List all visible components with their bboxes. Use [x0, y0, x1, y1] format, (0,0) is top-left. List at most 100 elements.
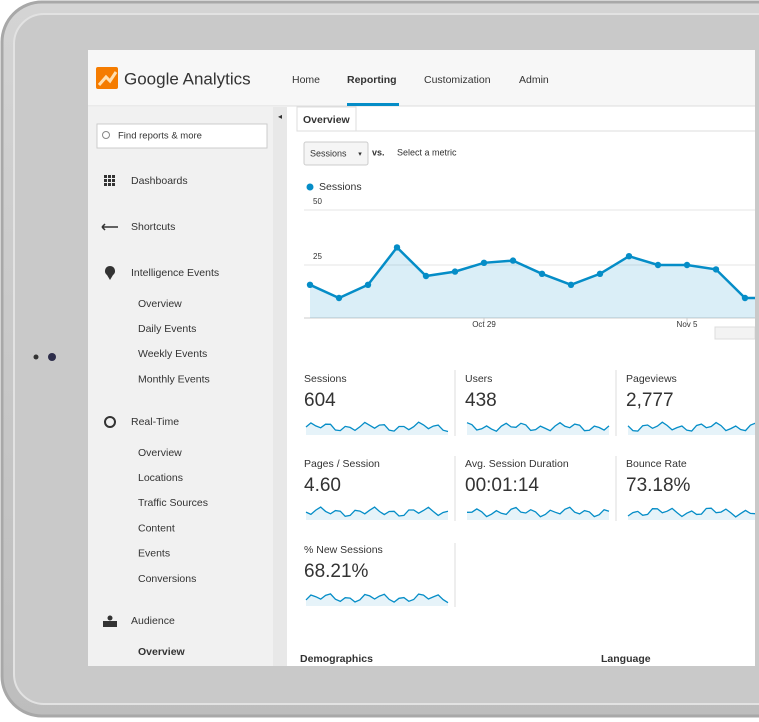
nav-item[interactable]: Reporting	[347, 74, 397, 86]
icon-cell	[104, 183, 107, 186]
search-icon	[102, 131, 110, 139]
icon-cell	[108, 183, 111, 186]
search-box[interactable]	[96, 123, 268, 149]
sparkline	[627, 421, 755, 432]
icon-cell	[108, 175, 111, 178]
sparkline	[305, 421, 449, 433]
point	[509, 257, 517, 264]
sidebar-icon	[104, 175, 115, 186]
metric-value: 00:01:14	[465, 475, 539, 496]
metric-label: Sessions	[304, 373, 347, 385]
sidebar-icon	[104, 416, 116, 428]
screen: ◂ Google Analytics Find reports & more O…	[88, 50, 755, 666]
sidebar-toggle[interactable]	[273, 107, 287, 666]
metric-value: 4.60	[304, 475, 341, 496]
sidebar-subitem[interactable]: Daily Events	[138, 323, 196, 335]
point	[654, 261, 662, 269]
metric-value: 438	[465, 390, 497, 411]
x-tick-label: Nov 5	[677, 320, 698, 329]
metric-value: 2,777	[626, 390, 674, 411]
sidebar-subitem[interactable]: Conversions	[138, 573, 196, 585]
camera	[48, 353, 56, 361]
sidebar-subitem[interactable]: Overview	[138, 298, 182, 310]
sidebar-subitem[interactable]: Events	[138, 548, 170, 560]
icon-shape	[101, 223, 118, 231]
sensor	[33, 354, 39, 360]
sidebar-icon	[101, 223, 118, 231]
sidebar-item[interactable]: Intelligence Events	[131, 267, 219, 279]
sparkline	[466, 506, 610, 518]
point	[567, 281, 575, 288]
nav-item[interactable]: Home	[292, 74, 320, 86]
metric-dropdown-label: Sessions	[310, 148, 347, 158]
metric-value: 68.21%	[304, 561, 369, 582]
metric-label: Pages / Session	[304, 458, 380, 470]
sidebar-item[interactable]: Real-Time	[131, 416, 179, 428]
metric-dropdown[interactable]	[303, 141, 369, 166]
section-title: Language	[601, 653, 651, 665]
sparkline-area	[306, 422, 448, 435]
point	[712, 266, 720, 273]
metric-value: 73.18%	[626, 475, 691, 496]
sidebar-subitem[interactable]: Content	[138, 522, 175, 534]
sparkline	[627, 507, 755, 518]
chart-resize[interactable]	[714, 326, 755, 340]
area	[310, 247, 755, 318]
dropdown-caret: ▾	[358, 151, 362, 158]
sidebar-item[interactable]: Audience	[131, 615, 175, 627]
point	[538, 270, 546, 277]
search-placeholder: Find reports & more	[118, 131, 202, 142]
toggle-arrow: ◂	[278, 112, 282, 121]
point	[306, 281, 314, 288]
metric-label: Users	[465, 373, 492, 385]
sidebar-subitem[interactable]: Monthly Events	[138, 373, 210, 385]
sidebar-subitem[interactable]: Traffic Sources	[138, 497, 208, 509]
nav-active-underline	[347, 103, 399, 106]
metric-label: % New Sessions	[304, 544, 383, 556]
sparkline	[305, 593, 449, 604]
icon-cell	[112, 175, 115, 178]
legend-swatch	[306, 183, 314, 191]
point	[451, 268, 459, 275]
metric-value: 604	[304, 390, 336, 411]
point	[364, 281, 372, 288]
y-tick-label: 25	[313, 252, 322, 261]
logo-line	[97, 71, 118, 86]
metric-label: Pageviews	[626, 373, 677, 385]
sidebar	[88, 107, 273, 666]
metric-label: Bounce Rate	[626, 458, 687, 470]
sparkline-area	[306, 593, 448, 606]
point	[422, 272, 430, 280]
tab-label: Overview	[303, 114, 351, 126]
icon-cell	[104, 175, 107, 178]
nav-item[interactable]: Admin	[519, 74, 549, 86]
icon-shape	[107, 615, 113, 621]
point	[625, 253, 633, 260]
sidebar-item[interactable]: Shortcuts	[131, 221, 175, 233]
sidebar-item[interactable]: Dashboards	[131, 175, 188, 187]
sidebar-subitem[interactable]: Weekly Events	[138, 348, 207, 360]
point	[741, 294, 749, 302]
point	[596, 270, 604, 277]
icon-cell	[104, 179, 107, 182]
top-bar	[88, 50, 755, 106]
select-metric-link[interactable]: Select a metric	[397, 147, 457, 157]
legend-label: Sessions	[319, 181, 362, 193]
sidebar-subitem[interactable]: Overview	[138, 646, 186, 658]
point	[480, 259, 488, 266]
nav-item[interactable]: Customization	[424, 74, 491, 86]
icon-cell	[108, 179, 111, 182]
icon-cell	[112, 183, 115, 186]
sidebar-icon	[103, 615, 117, 627]
sidebar-icon	[105, 266, 115, 280]
sidebar-subitem[interactable]: Locations	[138, 472, 183, 484]
section-title: Demographics	[300, 653, 373, 665]
sidebar-subitem[interactable]: Overview	[138, 447, 182, 459]
icon-cell	[112, 179, 115, 182]
icon-shape	[103, 621, 117, 627]
sparkline-area	[628, 422, 755, 435]
icon-shape	[104, 416, 116, 428]
metric-label: Avg. Session Duration	[465, 458, 569, 470]
point	[335, 294, 343, 302]
